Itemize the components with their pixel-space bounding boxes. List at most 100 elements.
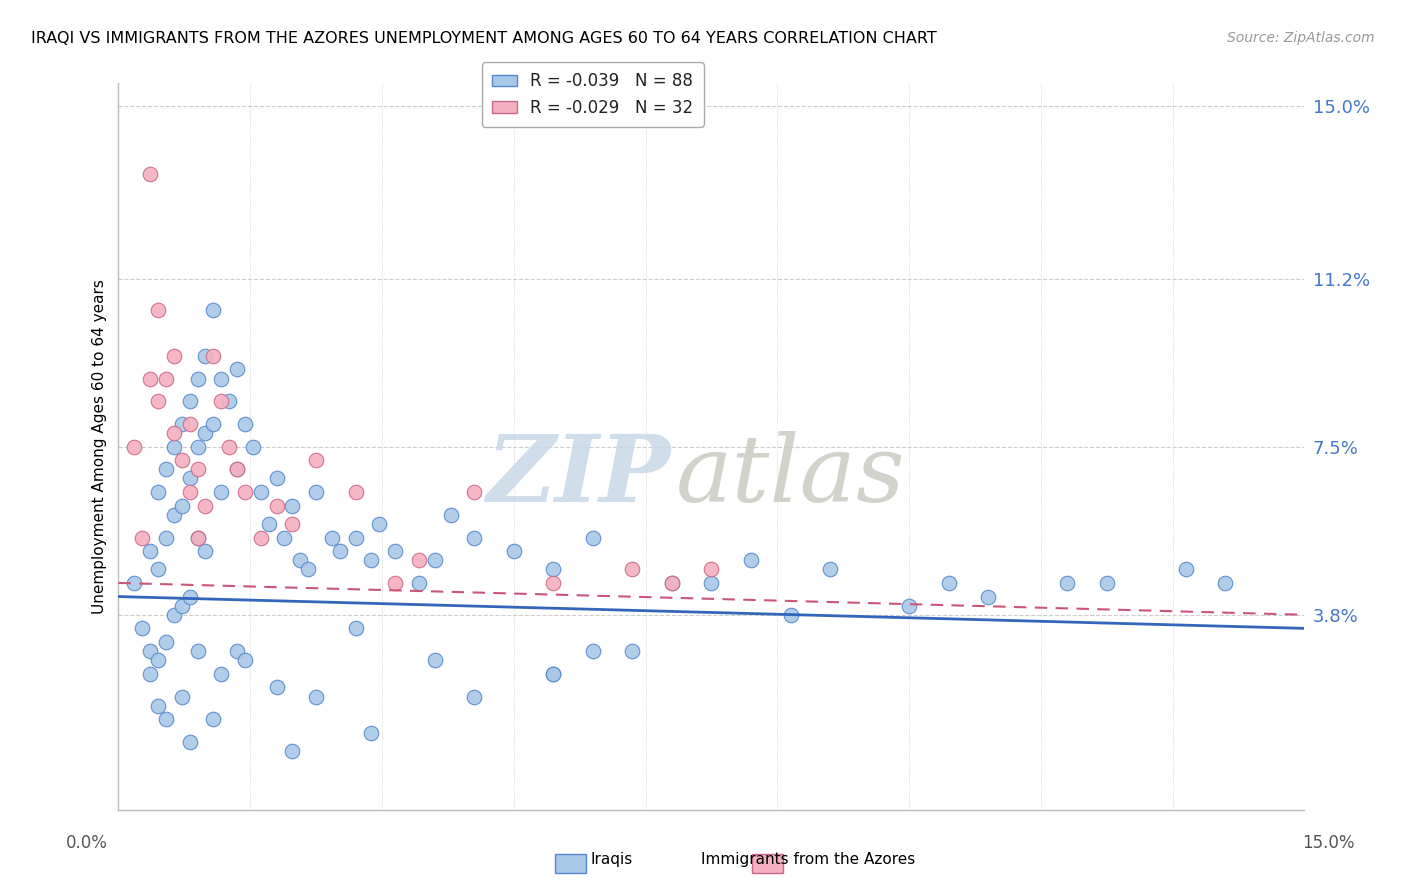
Point [194, 544, 217, 558]
Point [661, 576, 683, 591]
Point [163, 425, 186, 440]
Point [179, 735, 201, 749]
Point [194, 499, 217, 513]
Point [155, 462, 177, 476]
Point [297, 562, 319, 576]
Point [179, 485, 201, 500]
Point [543, 576, 565, 591]
Point [249, 485, 271, 500]
Point [209, 371, 232, 385]
Point [305, 690, 328, 704]
Point [139, 666, 162, 681]
Point [179, 394, 201, 409]
Point [977, 590, 1000, 604]
Point [226, 362, 249, 376]
Point [163, 440, 186, 454]
Point [408, 553, 430, 567]
Point [122, 440, 145, 454]
Point [186, 371, 208, 385]
Point [305, 485, 328, 500]
Point [266, 499, 288, 513]
Point [233, 485, 256, 500]
Point [273, 531, 295, 545]
Point [202, 349, 225, 363]
Point [818, 562, 841, 576]
Point [139, 371, 162, 385]
Point [146, 485, 169, 500]
Text: ZIP: ZIP [485, 431, 669, 521]
Point [463, 531, 485, 545]
Point [249, 531, 271, 545]
Point [170, 453, 193, 467]
Point [233, 417, 256, 431]
Point [209, 666, 232, 681]
Text: 15.0%: 15.0% [1302, 834, 1355, 852]
Point [209, 485, 232, 500]
Point [163, 349, 186, 363]
Point [423, 553, 446, 567]
Point [170, 690, 193, 704]
Point [186, 531, 208, 545]
Point [543, 666, 565, 681]
Text: Immigrants from the Azores: Immigrants from the Azores [702, 853, 915, 867]
Text: atlas: atlas [676, 431, 905, 521]
Point [139, 644, 162, 658]
Point [179, 471, 201, 485]
Point [209, 394, 232, 409]
Point [170, 599, 193, 613]
Point [170, 499, 193, 513]
Point [898, 599, 921, 613]
Point [202, 712, 225, 726]
Point [368, 516, 391, 531]
Point [621, 562, 644, 576]
Text: 0.0%: 0.0% [66, 834, 108, 852]
Point [186, 531, 208, 545]
Point [146, 562, 169, 576]
Point [582, 531, 605, 545]
Point [661, 576, 683, 591]
Point [194, 425, 217, 440]
Y-axis label: Unemployment Among Ages 60 to 64 years: Unemployment Among Ages 60 to 64 years [93, 279, 107, 614]
Point [344, 621, 367, 635]
Point [163, 508, 186, 522]
Point [1174, 562, 1197, 576]
Point [139, 167, 162, 181]
Point [155, 371, 177, 385]
Point [266, 471, 288, 485]
Point [740, 553, 762, 567]
Point [155, 531, 177, 545]
Point [329, 544, 352, 558]
Point [938, 576, 960, 591]
Point [384, 544, 406, 558]
Point [1215, 576, 1237, 591]
Point [186, 440, 208, 454]
Point [155, 712, 177, 726]
Point [202, 417, 225, 431]
Point [700, 562, 723, 576]
Point [257, 516, 280, 531]
Point [344, 531, 367, 545]
Point [305, 453, 328, 467]
Point [186, 462, 208, 476]
Point [360, 553, 382, 567]
Point [543, 666, 565, 681]
Text: IRAQI VS IMMIGRANTS FROM THE AZORES UNEMPLOYMENT AMONG AGES 60 TO 64 YEARS CORRE: IRAQI VS IMMIGRANTS FROM THE AZORES UNEM… [31, 31, 936, 46]
Point [423, 653, 446, 667]
Point [439, 508, 461, 522]
Point [360, 726, 382, 740]
Point [226, 462, 249, 476]
Point [218, 394, 240, 409]
Point [344, 485, 367, 500]
Point [502, 544, 524, 558]
Point [700, 576, 723, 591]
Point [163, 607, 186, 622]
Point [226, 462, 249, 476]
Point [122, 576, 145, 591]
Point [281, 516, 304, 531]
Point [463, 690, 485, 704]
Point [281, 744, 304, 758]
Point [226, 644, 249, 658]
Point [384, 576, 406, 591]
Point [779, 607, 801, 622]
Point [202, 303, 225, 318]
